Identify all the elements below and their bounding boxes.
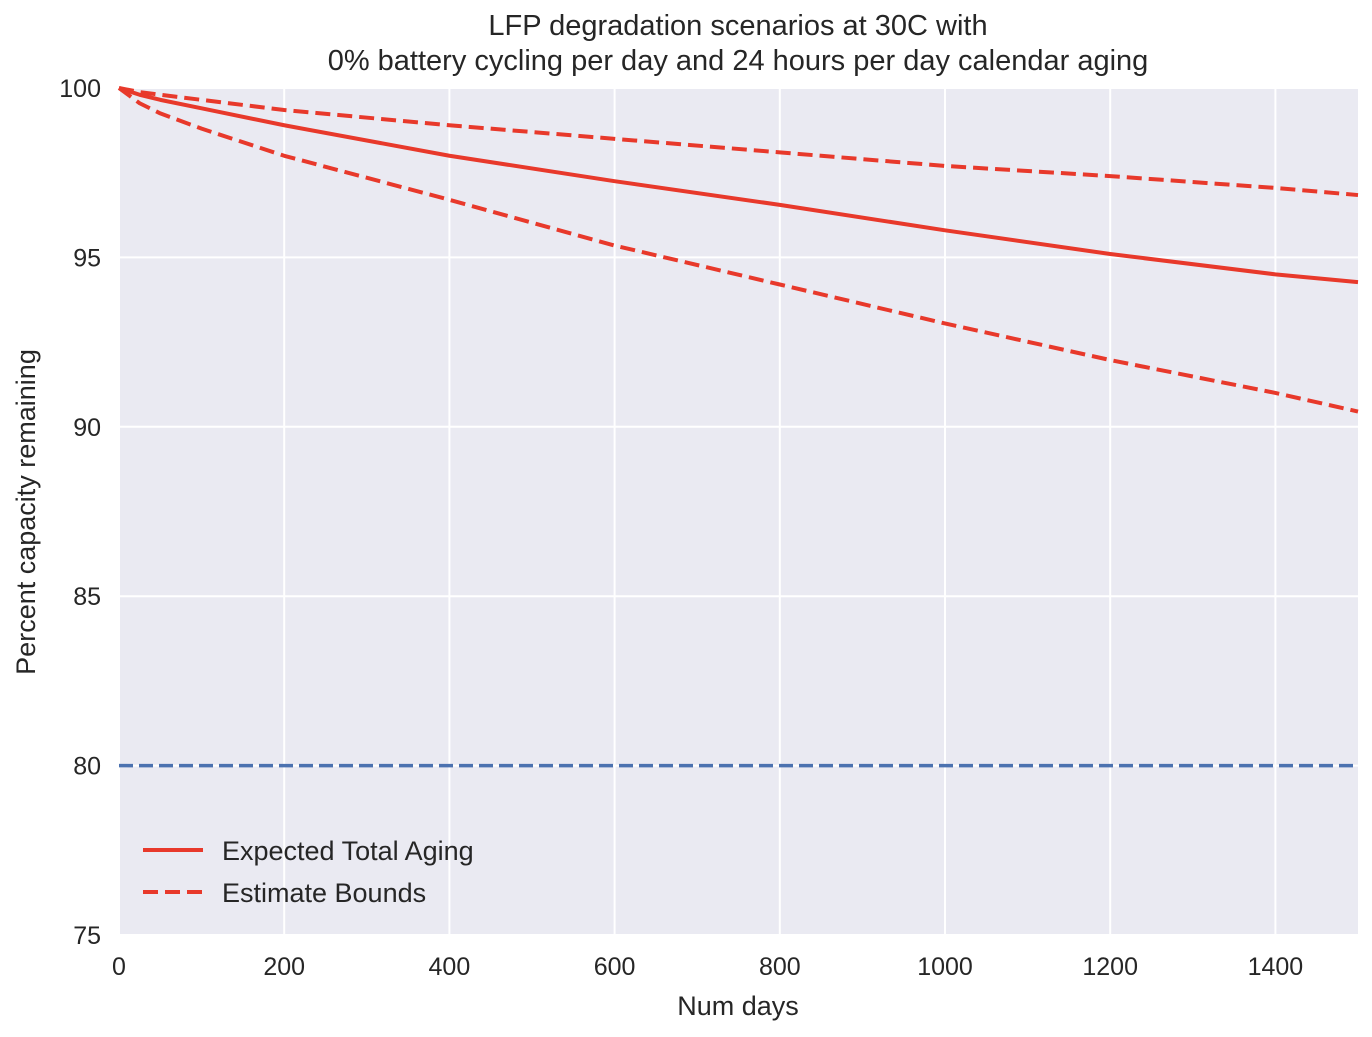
y-tick-label: 75 [73, 922, 101, 950]
x-tick-label: 600 [594, 953, 636, 981]
x-tick-label: 800 [759, 953, 801, 981]
x-tick-label: 1200 [1082, 953, 1138, 981]
lines [117, 86, 1359, 768]
y-tick-label: 90 [73, 414, 101, 442]
y-tick-label: 95 [73, 244, 101, 272]
x-tick-label: 1000 [917, 953, 973, 981]
ticks: 0 200 400 600 800 1000 1200 1400 75 80 85 90 95 100 [59, 75, 1303, 981]
x-axis-label: Num days [677, 991, 799, 1021]
y-tick-label: 80 [73, 753, 101, 781]
legend: Expected Total Aging Estimate Bounds [143, 836, 474, 908]
y-tick-label: 85 [73, 583, 101, 611]
x-tick-label: 400 [429, 953, 471, 981]
chart-title-line-2: 0% battery cycling per day and 24 hours … [328, 45, 1149, 77]
y-axis-label: Percent capacity remaining [11, 349, 41, 675]
plot-area [119, 88, 1358, 935]
chart-title-line-1: LFP degradation scenarios at 30C with [488, 10, 987, 42]
x-tick-label: 200 [263, 953, 305, 981]
x-tick-label: 0 [112, 953, 126, 981]
legend-label: Estimate Bounds [222, 878, 426, 908]
y-tick-label: 100 [59, 75, 101, 103]
series-line [118, 86, 1359, 198]
series-line [117, 86, 1359, 414]
legend-label: Expected Total Aging [222, 836, 474, 866]
x-tick-label: 1400 [1248, 953, 1304, 981]
series-line [118, 86, 1359, 285]
